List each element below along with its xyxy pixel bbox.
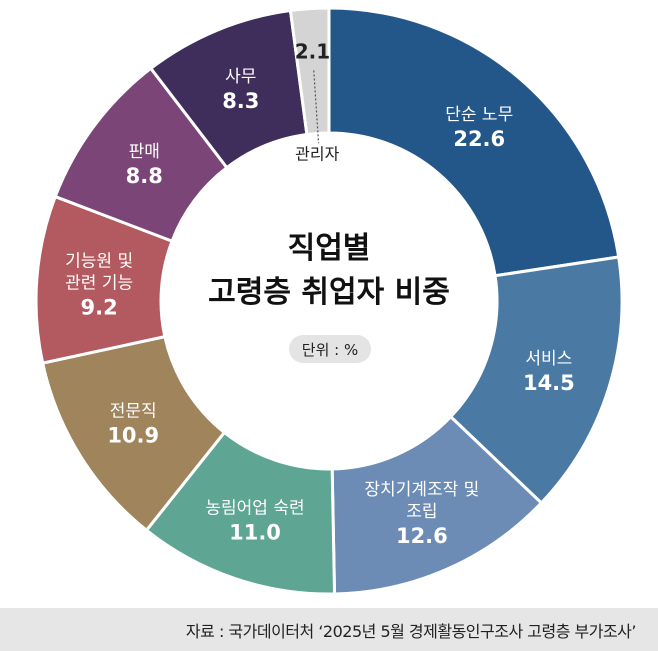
slice-category-label: 기능원 및 xyxy=(65,252,133,272)
unit-badge xyxy=(289,335,371,363)
slice-value-label: 14.5 xyxy=(523,371,575,395)
slice-category-label: 판매 xyxy=(129,142,160,162)
source-bar: 자료 : 국가데이터처 ‘2025년 5월 경제활동인구조사 고령층 부가조사’ xyxy=(0,608,658,651)
chart-title-line1: 직업별 xyxy=(288,231,371,266)
slice-category-label: 농림어업 숙련 xyxy=(205,498,304,518)
slice-value-label: 11.0 xyxy=(229,520,281,544)
slice-value-label: 9.2 xyxy=(81,296,118,320)
chart-title-line2: 고령층 취업자 비중 xyxy=(208,275,450,310)
donut-slice xyxy=(327,6,621,278)
slice-value-label: 22.6 xyxy=(453,127,505,151)
slice-category-label: 전문직 xyxy=(110,402,157,422)
slice-category-label: 관리자 xyxy=(295,144,339,163)
unit-label: 단위 : % xyxy=(302,341,358,359)
donut-slice xyxy=(288,6,331,137)
slice-category-label: 단순 노무 xyxy=(445,105,513,125)
slice-value-label: 10.9 xyxy=(107,424,159,448)
slice-value-label: 12.6 xyxy=(396,524,448,548)
slice-value-label: 8.8 xyxy=(126,164,163,188)
slice-category-label: 장치기계조작 및 xyxy=(364,480,479,500)
slice-category-label: 서비스 xyxy=(525,349,572,369)
slice-leader-line xyxy=(313,70,320,144)
slice-value-label: 8.3 xyxy=(222,89,259,113)
slice-category-label: 사무 xyxy=(225,67,256,87)
slice-category-label: 조립 xyxy=(406,502,437,522)
source-text: 자료 : 국가데이터처 ‘2025년 5월 경제활동인구조사 고령층 부가조사’ xyxy=(185,622,637,641)
slice-value-label: 2.1 xyxy=(295,40,330,64)
slice-category-label: 관련 기능 xyxy=(65,274,133,294)
